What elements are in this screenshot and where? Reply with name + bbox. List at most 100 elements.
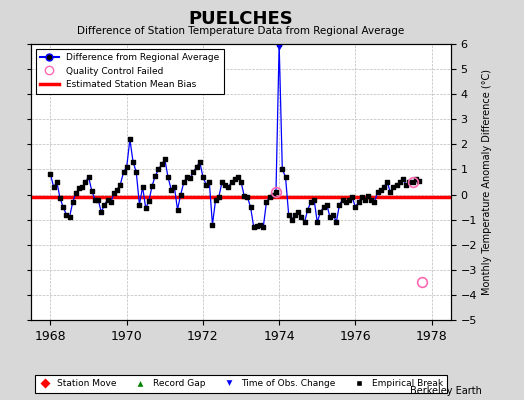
Point bbox=[221, 181, 230, 188]
Point bbox=[300, 219, 309, 225]
Point bbox=[84, 174, 93, 180]
Point bbox=[205, 179, 213, 185]
Point bbox=[354, 199, 363, 205]
Point bbox=[389, 184, 398, 190]
Point bbox=[53, 179, 61, 185]
Point bbox=[348, 194, 356, 200]
Point bbox=[332, 219, 341, 225]
Point bbox=[303, 206, 312, 213]
Point bbox=[386, 189, 395, 195]
Point bbox=[215, 194, 223, 200]
Point bbox=[408, 179, 417, 185]
Point bbox=[46, 171, 54, 178]
Point bbox=[259, 224, 267, 230]
Point bbox=[72, 190, 80, 196]
Point bbox=[148, 182, 156, 189]
Point bbox=[113, 186, 122, 193]
Point bbox=[132, 169, 140, 175]
Point bbox=[78, 184, 86, 190]
Point bbox=[138, 184, 147, 190]
Point bbox=[294, 209, 302, 215]
Point bbox=[253, 223, 261, 229]
Point bbox=[297, 214, 305, 220]
Point bbox=[161, 156, 169, 163]
Point bbox=[414, 178, 423, 184]
Point bbox=[100, 201, 108, 208]
Point bbox=[392, 181, 401, 188]
Point bbox=[129, 159, 137, 165]
Point bbox=[154, 166, 162, 173]
Point bbox=[59, 204, 68, 210]
Y-axis label: Monthly Temperature Anomaly Difference (°C): Monthly Temperature Anomaly Difference (… bbox=[483, 69, 493, 295]
Point bbox=[377, 186, 385, 193]
Point bbox=[106, 199, 115, 205]
Point bbox=[49, 184, 58, 190]
Point bbox=[103, 196, 112, 203]
Point bbox=[75, 185, 83, 192]
Point bbox=[234, 174, 242, 180]
Point bbox=[91, 196, 99, 203]
Point bbox=[402, 181, 410, 188]
Point bbox=[396, 179, 404, 185]
Point bbox=[335, 201, 344, 208]
Point bbox=[88, 188, 96, 194]
Point bbox=[380, 184, 388, 190]
Point bbox=[275, 41, 283, 47]
Point bbox=[263, 199, 271, 205]
Point bbox=[158, 161, 166, 168]
Point bbox=[189, 169, 198, 175]
Point bbox=[316, 209, 324, 215]
Point bbox=[307, 199, 315, 205]
Point bbox=[177, 191, 185, 198]
Point bbox=[151, 172, 159, 179]
Point bbox=[351, 204, 359, 210]
Point bbox=[180, 179, 188, 185]
Point bbox=[399, 176, 407, 183]
Point bbox=[116, 181, 125, 188]
Point bbox=[357, 194, 366, 200]
Point bbox=[192, 164, 201, 170]
Point bbox=[56, 195, 64, 202]
Point bbox=[285, 212, 293, 218]
Point bbox=[243, 194, 252, 200]
Point bbox=[345, 196, 353, 203]
Point bbox=[211, 196, 220, 203]
Point bbox=[374, 189, 382, 195]
Text: PUELCHES: PUELCHES bbox=[189, 10, 293, 28]
Point bbox=[186, 175, 194, 182]
Point bbox=[266, 194, 274, 200]
Point bbox=[364, 193, 372, 199]
Point bbox=[183, 174, 191, 180]
Point bbox=[202, 181, 210, 188]
Point bbox=[94, 196, 102, 203]
Point bbox=[339, 196, 347, 203]
Text: Berkeley Earth: Berkeley Earth bbox=[410, 386, 482, 396]
Point bbox=[126, 136, 134, 142]
Point bbox=[256, 222, 264, 228]
Point bbox=[383, 179, 391, 185]
Point bbox=[97, 209, 105, 215]
Point bbox=[170, 184, 179, 190]
Legend: Station Move, Record Gap, Time of Obs. Change, Empirical Break: Station Move, Record Gap, Time of Obs. C… bbox=[35, 375, 447, 393]
Point bbox=[411, 176, 420, 183]
Point bbox=[240, 193, 248, 199]
Point bbox=[69, 199, 77, 205]
Point bbox=[119, 169, 128, 175]
Point bbox=[81, 179, 90, 185]
Point bbox=[164, 174, 172, 180]
Point bbox=[224, 184, 233, 190]
Point bbox=[326, 214, 334, 220]
Point bbox=[246, 204, 255, 210]
Point bbox=[218, 179, 226, 185]
Point bbox=[237, 179, 245, 185]
Point bbox=[62, 212, 71, 218]
Point bbox=[323, 201, 331, 208]
Point bbox=[123, 164, 131, 170]
Point bbox=[320, 204, 328, 210]
Point bbox=[278, 166, 287, 173]
Point bbox=[195, 159, 204, 165]
Text: Difference of Station Temperature Data from Regional Average: Difference of Station Temperature Data f… bbox=[78, 26, 405, 36]
Point bbox=[370, 199, 379, 205]
Point bbox=[405, 179, 413, 185]
Point bbox=[313, 219, 321, 225]
